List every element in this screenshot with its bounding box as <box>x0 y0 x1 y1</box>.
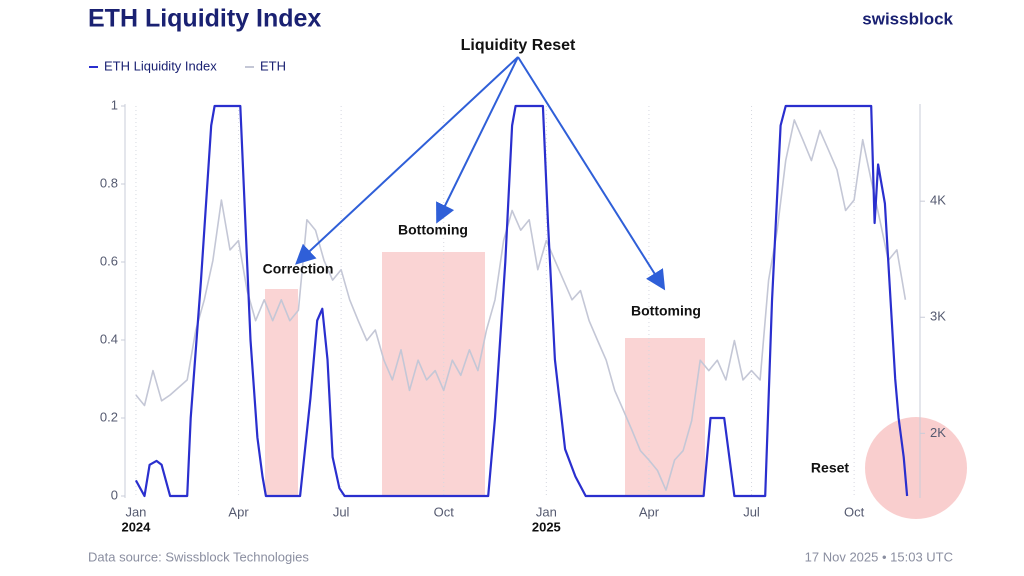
x-tick-label: Jul <box>333 504 350 519</box>
annotation-arrows <box>295 56 666 291</box>
shaded-regions <box>265 252 967 519</box>
x-tick-label: Apr <box>228 504 249 519</box>
x-year-label: 2025 <box>532 519 561 534</box>
arrow <box>517 56 666 291</box>
arrow <box>436 56 519 224</box>
x-tick-label: Jul <box>743 504 760 519</box>
timestamp: 17 Nov 2025 • 15:03 UTC <box>805 549 953 564</box>
x-year-label: 2024 <box>121 519 151 534</box>
brand-logo: swissblock <box>862 9 953 28</box>
bottoming-region <box>382 252 485 496</box>
y-tick-label: 0.8 <box>100 175 118 190</box>
annotation: Reset <box>811 460 849 476</box>
correction-region <box>265 289 298 496</box>
reset-highlight <box>865 417 967 519</box>
plot-area <box>134 104 909 498</box>
y2-tick-label: 3K <box>930 309 946 324</box>
source-note: Data source: Swissblock Technologies <box>88 549 309 564</box>
series-line <box>135 119 907 491</box>
y-tick-label: 0.6 <box>100 253 118 268</box>
annotation: Bottoming <box>631 303 701 319</box>
y-tick-label: 0 <box>111 487 118 502</box>
x-tick-label: Oct <box>844 504 865 519</box>
series-line <box>134 104 909 498</box>
x-tick-label: Jan <box>536 504 557 519</box>
legend-label[interactable]: ETH Liquidity Index <box>104 58 217 73</box>
x-tick-label: Oct <box>434 504 455 519</box>
annotation: Correction <box>263 261 334 277</box>
x-tick-label: Apr <box>639 504 660 519</box>
annotation: Bottoming <box>398 222 468 238</box>
annotation: Liquidity Reset <box>461 37 576 54</box>
y-tick-label: 0.2 <box>100 409 118 424</box>
chart-title: ETH Liquidity Index <box>88 5 321 33</box>
arrow <box>295 56 519 265</box>
y2-tick-label: 4K <box>930 193 946 208</box>
x-tick-label: Jan <box>125 504 146 519</box>
y2-tick-label: 2K <box>930 425 946 440</box>
legend-label[interactable]: ETH <box>260 58 286 73</box>
y-tick-label: 1 <box>111 97 118 112</box>
y-tick-label: 0.4 <box>100 331 118 346</box>
